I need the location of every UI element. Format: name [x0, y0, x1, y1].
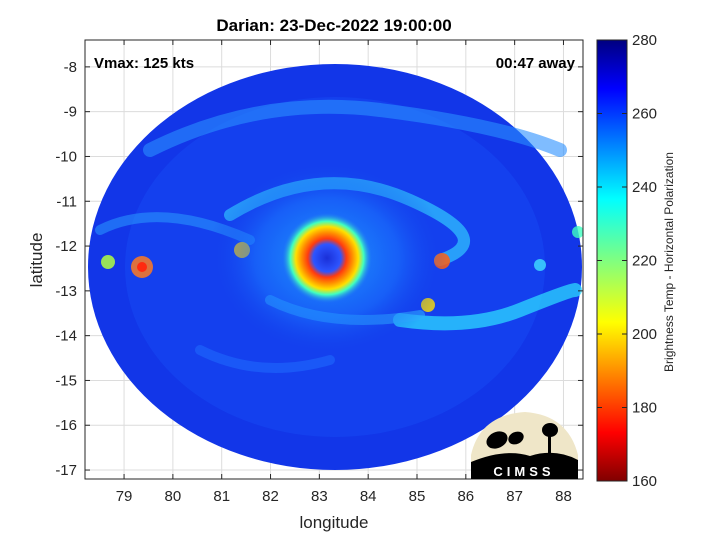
water-tower-leg	[548, 435, 551, 460]
colorbar-tick-label: 240	[632, 179, 657, 196]
colorbar-label: Brightness Temp - Horizontal Polarizatio…	[662, 152, 676, 372]
y-tick-label: -17	[55, 462, 77, 479]
colorbar-tick-labels: 160 180 200 220 240 260 280	[632, 32, 657, 490]
colorbar-tick-label: 180	[632, 400, 657, 417]
logo-hill	[471, 452, 578, 479]
x-tick-label: 82	[262, 488, 279, 505]
x-tick-label: 80	[165, 488, 182, 505]
y-tick-label: -10	[55, 148, 77, 165]
y-tick-label: -8	[64, 59, 77, 76]
cimss-logo: CIMSS	[471, 412, 578, 479]
water-tower-icon	[542, 423, 558, 437]
colorbar-tick-label: 280	[632, 32, 657, 49]
axis-ticks	[85, 40, 583, 479]
x-tick-labels: 79 80 81 82 83 84 85 86 87 88	[116, 488, 572, 505]
eye-wall	[281, 212, 373, 304]
satellite-dish-icon-small	[508, 431, 524, 445]
colorbar-tick-label: 260	[632, 106, 657, 123]
x-tick-label: 83	[311, 488, 328, 505]
y-tick-label: -15	[55, 372, 77, 389]
colorbar-tick-label: 160	[632, 473, 657, 490]
y-tick-label: -11	[56, 193, 77, 210]
colorbar-tick-label: 200	[632, 326, 657, 343]
y-tick-label: -13	[55, 283, 77, 300]
x-tick-label: 86	[457, 488, 474, 505]
microwave-swath	[88, 64, 583, 470]
y-tick-label: -14	[55, 328, 77, 345]
y-tick-label: -12	[55, 238, 77, 255]
colorbar-tick-label: 220	[632, 253, 657, 270]
axes-frame	[84, 39, 584, 480]
vmax-annotation: Vmax: 125 kts	[94, 55, 194, 72]
time-away-annotation: 00:47 away	[496, 55, 576, 72]
logo-text: CIMSS	[493, 464, 554, 479]
x-tick-label: 84	[360, 488, 377, 505]
y-tick-labels: -8 -9 -10 -11 -12 -13 -14 -15 -16 -17	[55, 59, 77, 479]
colorbar-ticks	[597, 39, 627, 482]
y-axis-label: latitude	[27, 233, 46, 288]
x-tick-label: 79	[116, 488, 133, 505]
x-axis-label: longitude	[299, 513, 368, 532]
chart-title: Darian: 23-Dec-2022 19:00:00	[216, 16, 451, 35]
x-tick-label: 81	[213, 488, 230, 505]
y-tick-label: -16	[55, 417, 77, 434]
y-tick-label: -9	[64, 104, 77, 121]
x-tick-label: 88	[555, 488, 572, 505]
satellite-dish-icon	[486, 431, 508, 449]
x-tick-label: 85	[409, 488, 426, 505]
x-tick-label: 87	[506, 488, 523, 505]
